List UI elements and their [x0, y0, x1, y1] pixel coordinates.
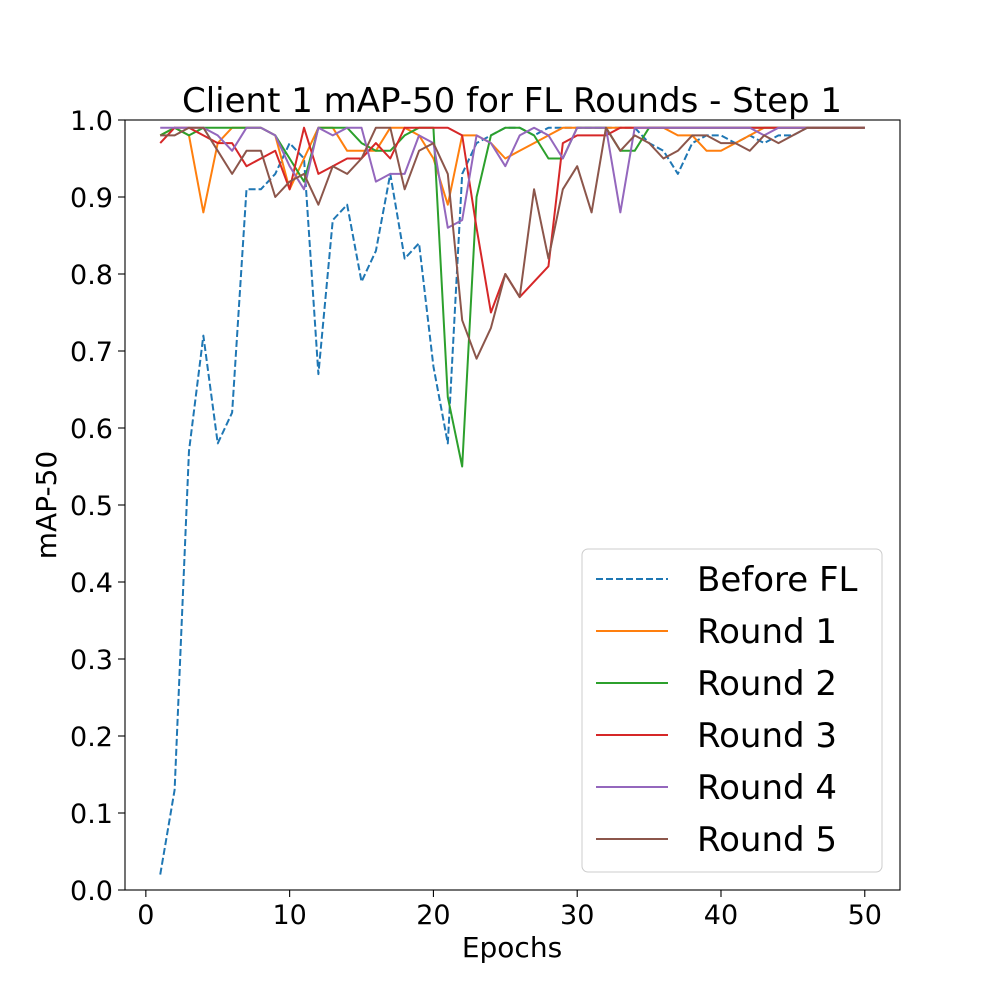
y-tick-label: 0.6 — [70, 414, 113, 445]
y-axis-label: mAP-50 — [30, 451, 63, 559]
y-tick-label: 0.4 — [70, 568, 113, 599]
legend-label: Round 1 — [697, 612, 837, 652]
y-tick-label: 0.1 — [70, 799, 113, 830]
legend-box — [581, 548, 883, 873]
legend-label: Before FL — [697, 560, 858, 600]
series-line-round-5 — [160, 126, 865, 360]
series-layer — [159, 126, 865, 875]
y-tick-label: 0.0 — [70, 876, 113, 907]
legend-label: Round 3 — [697, 716, 837, 756]
legend: Before FL Round 1 Round 2 Round 3 Round 4 Rou… — [581, 548, 883, 873]
x-tick-label: 50 — [848, 900, 882, 931]
y-tick-label: 0.3 — [70, 645, 113, 676]
x-tick-label: 30 — [560, 900, 594, 931]
legend-label: Round 5 — [697, 820, 837, 860]
x-tick-label: 0 — [137, 900, 154, 931]
y-tick-label: 0.5 — [70, 491, 113, 522]
x-tick-label: 20 — [416, 900, 450, 931]
y-tick-label: 0.9 — [70, 183, 113, 214]
legend-label: Round 4 — [697, 768, 837, 808]
chart-title: Client 1 mAP-50 for FL Rounds - Step 1 — [182, 81, 842, 121]
x-tick-label: 40 — [704, 900, 738, 931]
series-line-round-4 — [160, 126, 865, 229]
legend-label: Round 2 — [697, 664, 837, 704]
series-line-round-1 — [159, 126, 865, 214]
x-tick-label: 10 — [272, 900, 306, 931]
y-tick-label: 0.7 — [70, 337, 113, 368]
axis-layer: 0 10 20 30 40 50 0.0 0.1 0.2 0.3 0.4 0.5 0.6 0.7 0.8 0.… — [70, 106, 882, 931]
y-tick-label: 0.2 — [70, 722, 113, 753]
y-tick-label: 1.0 — [70, 106, 113, 137]
y-tick-label: 0.8 — [70, 260, 113, 291]
x-axis-label: Epochs — [462, 931, 562, 964]
